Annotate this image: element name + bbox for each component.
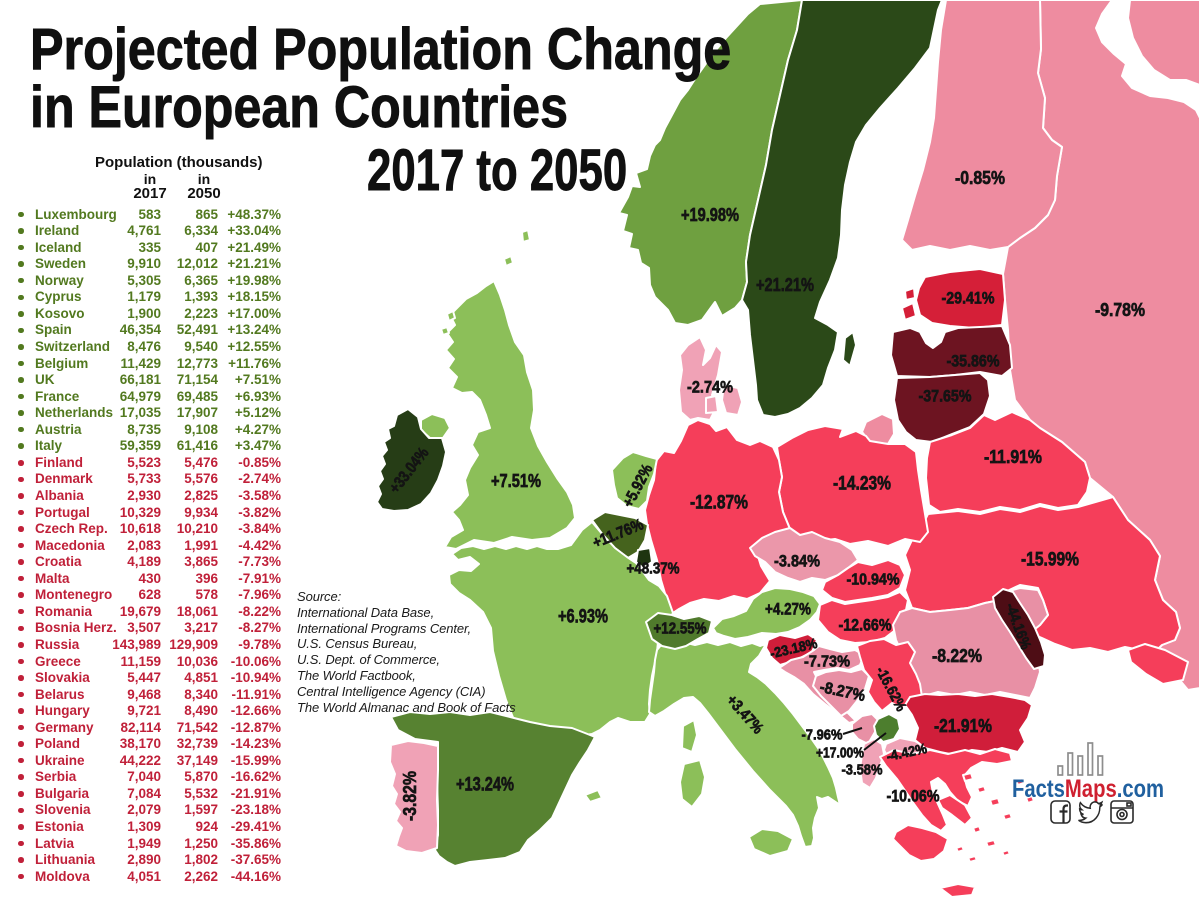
svg-text:-37.65%: -37.65% bbox=[919, 387, 972, 406]
svg-text:-7.96%: -7.96% bbox=[802, 727, 843, 744]
svg-text:-21.91%: -21.91% bbox=[934, 716, 992, 736]
svg-text:-10.94%: -10.94% bbox=[847, 572, 900, 589]
svg-text:-8.22%: -8.22% bbox=[932, 646, 982, 666]
svg-text:-9.78%: -9.78% bbox=[1095, 300, 1145, 320]
svg-text:+19.98%: +19.98% bbox=[681, 205, 739, 225]
svg-text:-0.85%: -0.85% bbox=[955, 168, 1005, 188]
svg-text:-14.23%: -14.23% bbox=[833, 474, 891, 495]
svg-text:-15.99%: -15.99% bbox=[1021, 550, 1079, 571]
svg-text:+12.55%: +12.55% bbox=[654, 621, 707, 638]
svg-text:-12.66%: -12.66% bbox=[839, 616, 892, 635]
svg-text:+7.51%: +7.51% bbox=[491, 471, 541, 491]
svg-text:-10.06%: -10.06% bbox=[887, 787, 940, 806]
svg-text:-3.82%: -3.82% bbox=[400, 771, 420, 821]
svg-text:+13.24%: +13.24% bbox=[456, 775, 514, 796]
svg-text:+4.27%: +4.27% bbox=[765, 600, 811, 619]
svg-text:+48.37%: +48.37% bbox=[627, 561, 680, 578]
svg-text:-3.84%: -3.84% bbox=[774, 552, 820, 571]
svg-text:+6.93%: +6.93% bbox=[558, 607, 608, 628]
svg-text:+17.00%: +17.00% bbox=[816, 745, 864, 762]
svg-text:-3.58%: -3.58% bbox=[842, 762, 883, 779]
svg-text:-11.91%: -11.91% bbox=[984, 447, 1042, 467]
svg-text:FactsMaps.com: FactsMaps.com bbox=[1012, 775, 1164, 803]
svg-text:-12.87%: -12.87% bbox=[690, 493, 748, 514]
svg-text:-2.74%: -2.74% bbox=[687, 378, 733, 397]
svg-text:-29.41%: -29.41% bbox=[942, 289, 995, 308]
svg-text:+21.21%: +21.21% bbox=[756, 275, 814, 295]
svg-text:-7.73%: -7.73% bbox=[804, 654, 850, 671]
svg-text:-35.86%: -35.86% bbox=[947, 352, 1000, 371]
